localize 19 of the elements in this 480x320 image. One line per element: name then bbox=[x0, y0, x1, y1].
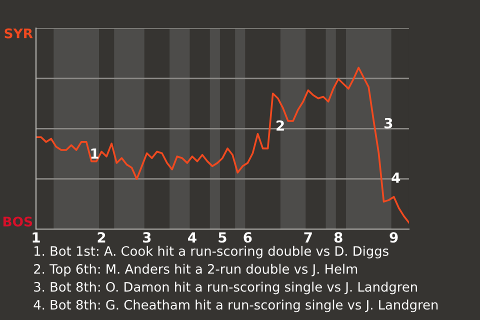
text: BOS bbox=[3, 216, 32, 227]
x-tick-label: 1 bbox=[32, 232, 40, 242]
x-tick-label: 5 bbox=[218, 232, 226, 243]
annotation: 4 bbox=[392, 172, 400, 183]
text: 1. Bot 1st: A. Cook hit a run-scoring double vs D. Diggs bbox=[34, 246, 388, 258]
text: SYR bbox=[4, 28, 33, 38]
x-tick-label: 7 bbox=[304, 232, 312, 242]
text: 4. Bot 8th: G. Cheatham hit a run-scoring single vs J. Landgren bbox=[34, 300, 438, 312]
x-tick-label: 9 bbox=[390, 232, 398, 243]
annotation: 1 bbox=[91, 148, 98, 159]
annotation: 3 bbox=[384, 118, 392, 128]
text: 3. Bot 8th: O. Damon hit a run-scoring single vs J. Landgren bbox=[34, 282, 417, 294]
x-tick-label: 6 bbox=[244, 232, 252, 243]
annotation: 2 bbox=[276, 120, 284, 131]
x-tick-label: 8 bbox=[334, 232, 342, 243]
x-tick-label: 4 bbox=[188, 232, 196, 242]
x-tick-label: 3 bbox=[142, 232, 151, 243]
text: 2. Top 6th: M. Anders hit a 2-run double vs J. Helm bbox=[34, 264, 358, 276]
x-tick-label: 2 bbox=[98, 232, 106, 242]
